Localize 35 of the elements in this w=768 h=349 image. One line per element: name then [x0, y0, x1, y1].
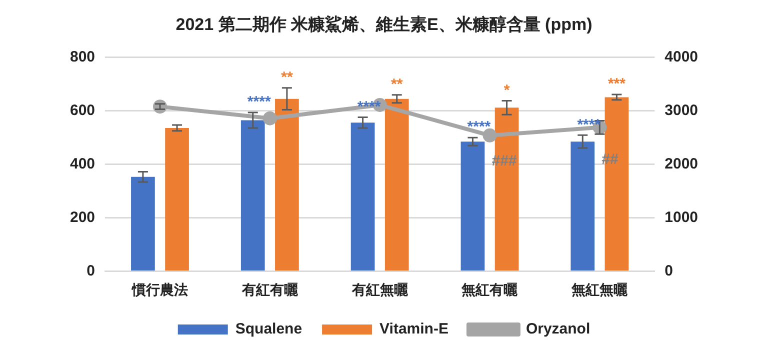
- x-tick-label: 慣行農法: [130, 281, 188, 298]
- bar: [165, 128, 189, 270]
- bar: [275, 98, 299, 270]
- y2-tick-label: 2000: [664, 155, 698, 172]
- y-tick-label: 400: [70, 155, 96, 172]
- legend-label: Vitamin-E: [380, 320, 448, 338]
- data-label: **: [391, 76, 403, 93]
- bar: [384, 98, 409, 270]
- y2-tick-label: 3000: [664, 102, 698, 119]
- x-tick-label: 有紅有曬: [240, 281, 299, 298]
- bar: [350, 122, 375, 270]
- legend-label: Oryzanol: [526, 320, 590, 338]
- x-tick-label: 有紅無曬: [350, 281, 409, 298]
- bar: [570, 142, 595, 270]
- point: [262, 111, 277, 126]
- bar: [131, 176, 155, 270]
- y2-tick-label: 4000: [664, 48, 698, 66]
- y-tick-label: 600: [70, 102, 96, 119]
- y2-tick-label: 0: [664, 262, 673, 280]
- data-label: ****: [247, 94, 271, 111]
- bar: [240, 120, 265, 270]
- y-tick-label: 200: [70, 208, 96, 226]
- y-tick-label: 0: [86, 262, 96, 280]
- y-tick-label: 800: [70, 48, 96, 66]
- y2-tick-label: 1000: [664, 208, 698, 226]
- data-label: ****: [467, 118, 491, 136]
- point: [482, 128, 497, 142]
- legend-label: Squalene: [235, 320, 302, 338]
- bar: [460, 142, 485, 270]
- data-label: **: [281, 69, 293, 86]
- data-label: ***: [608, 76, 626, 93]
- chart-title: 2021 第二期作 米糠鯊烯、維生素E、米糠醇含量 (ppm): [176, 14, 592, 34]
- data-label: *: [504, 82, 510, 99]
- x-tick-label: 無紅無曬: [570, 281, 629, 298]
- x-tick-label: 無紅有曬: [460, 281, 519, 298]
